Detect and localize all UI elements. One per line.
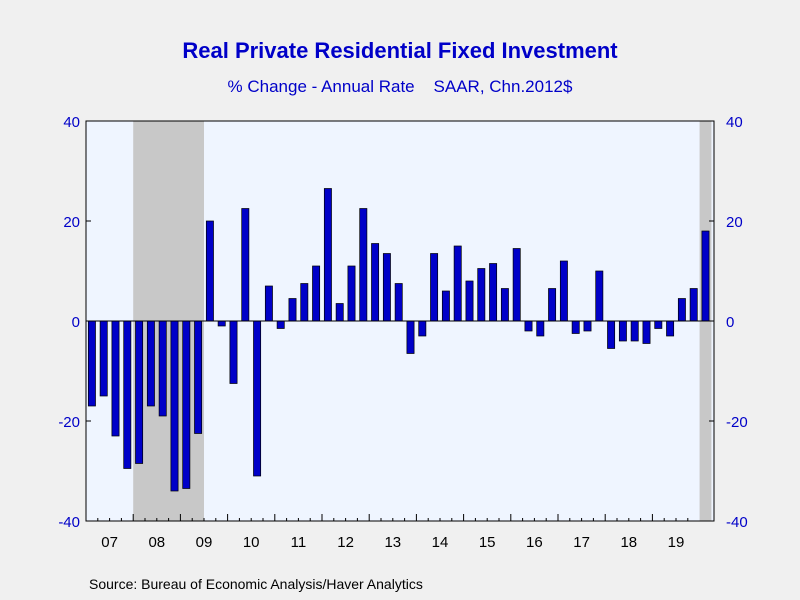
bar [264, 285, 273, 322]
bar [536, 320, 545, 337]
bar [618, 320, 627, 342]
bar [548, 288, 557, 322]
x-tick-label: 09 [196, 534, 213, 551]
bar [217, 320, 226, 327]
bar [701, 230, 710, 322]
x-tick-label: 08 [148, 534, 165, 551]
bar [288, 298, 297, 322]
bar [335, 303, 344, 322]
y-tick-label-left: 40 [63, 114, 80, 131]
x-tick-label: 17 [573, 534, 590, 551]
x-tick-label: 07 [101, 534, 118, 551]
bar [689, 288, 698, 322]
bar [500, 288, 509, 322]
bar [418, 320, 427, 337]
y-tick-label-right: 40 [726, 114, 743, 131]
bar [607, 320, 616, 349]
bar [677, 298, 686, 322]
bar [99, 320, 108, 397]
bar [394, 283, 403, 322]
bar [489, 263, 498, 322]
source-note: Source: Bureau of Economic Analysis/Have… [89, 576, 423, 592]
chart-title: Real Private Residential Fixed Investmen… [182, 38, 618, 63]
bar [453, 245, 462, 322]
bar [382, 253, 391, 322]
bar [229, 320, 238, 384]
bar [595, 270, 604, 322]
bar [512, 248, 521, 322]
bar [666, 320, 675, 337]
bar [135, 320, 144, 464]
y-tick-label-right: -20 [726, 414, 748, 431]
bar [170, 320, 179, 492]
bar [642, 320, 651, 344]
bar [524, 320, 533, 332]
bar [571, 320, 580, 334]
chart-subtitle: % Change - Annual Rate SAAR, Chn.2012$ [227, 77, 573, 96]
bar [87, 320, 96, 407]
axes-layer: -40 -40 -20 -20 0 0 20 20 40 40 07 08 09 10 11 12 13 14 15… [58, 114, 747, 551]
y-tick-label-right: 20 [726, 214, 743, 231]
x-tick-label: 16 [526, 534, 543, 551]
bar [477, 268, 486, 322]
x-tick-label: 10 [243, 534, 260, 551]
bar [241, 208, 250, 322]
y-tick-label-left: -20 [58, 414, 80, 431]
bar [583, 320, 592, 332]
bar [465, 280, 474, 322]
x-tick-label: 13 [384, 534, 401, 551]
bar [158, 320, 167, 417]
bar [276, 320, 285, 329]
x-tick-label: 15 [479, 534, 496, 551]
bar [630, 320, 639, 342]
y-tick-label-right: 0 [726, 314, 734, 331]
bar [323, 188, 332, 322]
bar [146, 320, 155, 407]
bar [430, 253, 439, 322]
bars-layer [87, 188, 710, 492]
bar [312, 265, 321, 322]
bar [406, 320, 415, 354]
bar [123, 320, 132, 469]
bar [441, 290, 450, 322]
x-tick-label: 18 [620, 534, 637, 551]
bar [182, 320, 191, 489]
bar [205, 220, 214, 322]
x-tick-label: 12 [337, 534, 354, 551]
bar [359, 208, 368, 322]
x-tick-label: 19 [668, 534, 685, 551]
y-tick-label-left: -40 [58, 514, 80, 531]
y-tick-label-left: 0 [72, 314, 80, 331]
y-tick-label-right: -40 [726, 514, 748, 531]
bar [194, 320, 203, 434]
x-tick-label: 11 [291, 534, 307, 551]
bar [347, 265, 356, 322]
bar [253, 320, 262, 477]
bar [559, 260, 568, 322]
bar [654, 320, 663, 329]
y-tick-label-left: 20 [63, 214, 80, 231]
x-tick-label: 14 [432, 534, 449, 551]
bar [371, 243, 380, 322]
bar [300, 283, 309, 322]
bar [111, 320, 120, 437]
